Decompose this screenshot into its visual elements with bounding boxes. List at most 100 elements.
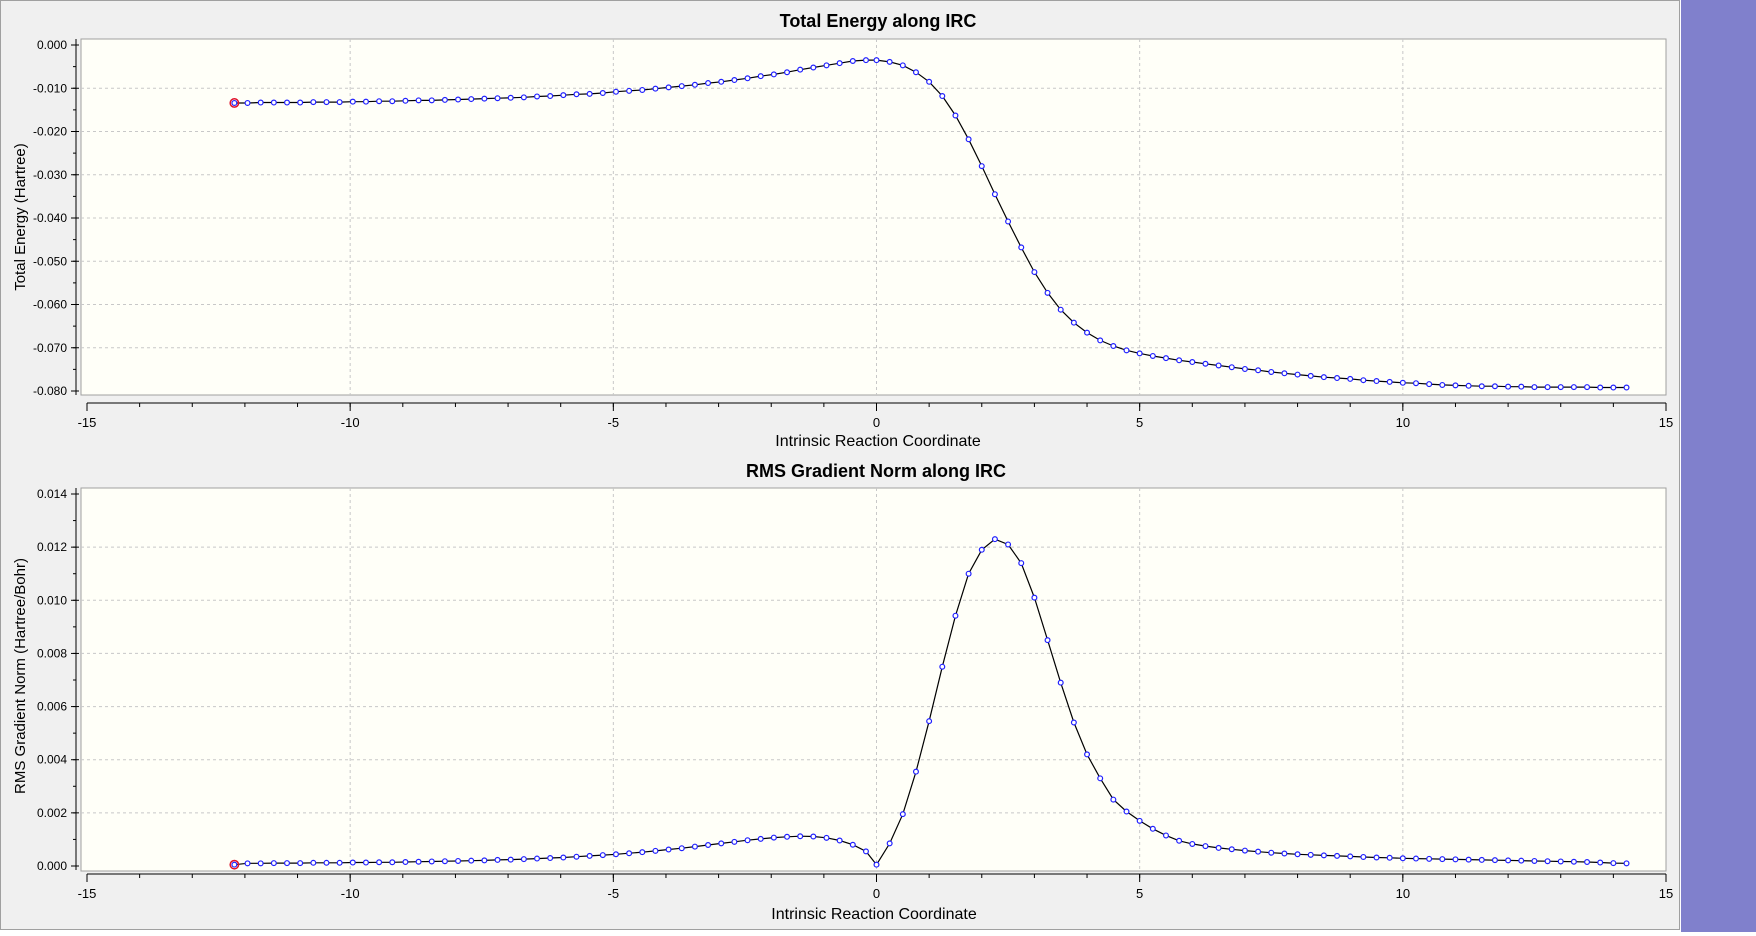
energy-data-point[interactable] [718,78,725,85]
gradient-data-point[interactable] [586,852,593,859]
energy-data-point[interactable] [784,69,791,76]
energy-data-point[interactable] [810,64,817,71]
gradient-data-point[interactable] [560,854,567,861]
gradient-data-point[interactable] [1439,856,1446,863]
energy-data-point[interactable] [1228,364,1235,371]
gradient-data-point[interactable] [1478,856,1485,863]
energy-data-point[interactable] [231,99,238,106]
energy-data-point[interactable] [652,85,659,92]
energy-data-point[interactable] [926,78,933,85]
gradient-data-point[interactable] [1202,843,1209,850]
gradient-data-point[interactable] [1084,751,1091,758]
gradient-data-point[interactable] [678,845,685,852]
gradient-data-point[interactable] [1386,854,1393,861]
gradient-data-point[interactable] [534,855,541,862]
energy-data-point[interactable] [873,57,880,64]
energy-data-point[interactable] [862,57,869,64]
energy-data-point[interactable] [573,91,580,98]
gradient-data-point[interactable] [1031,594,1038,601]
energy-data-point[interactable] [520,94,527,101]
energy-data-point[interactable] [1255,367,1262,374]
energy-data-point[interactable] [939,93,946,100]
gradient-data-point[interactable] [1426,855,1433,862]
energy-data-point[interactable] [1623,384,1630,391]
gradient-data-point[interactable] [770,834,777,841]
gradient-data-point[interactable] [1307,851,1314,858]
gradient-data-point[interactable] [810,833,817,840]
gradient-data-point[interactable] [468,857,475,864]
energy-data-point[interactable] [1491,383,1498,390]
gradient-data-point[interactable] [257,860,264,867]
gradient-data-point[interactable] [873,861,880,868]
gradient-data-point[interactable] [626,850,633,857]
energy-data-point[interactable] [1307,372,1314,379]
gradient-data-point[interactable] [455,857,462,864]
energy-data-point[interactable] [1334,375,1341,382]
gradient-data-point[interactable] [899,811,906,818]
energy-data-point[interactable] [1570,384,1577,391]
gradient-data-point[interactable] [389,859,396,866]
gradient-data-point[interactable] [1005,541,1012,548]
energy-data-point[interactable] [665,84,672,91]
energy-data-point[interactable] [1412,380,1419,387]
gradient-data-point[interactable] [1255,848,1262,855]
gradient-data-point[interactable] [691,843,698,850]
energy-data-point[interactable] [349,98,356,105]
energy-data-point[interactable] [1018,244,1025,251]
energy-data-point[interactable] [1544,384,1551,391]
energy-data-point[interactable] [731,77,738,84]
gradient-data-point[interactable] [1544,858,1551,865]
gradient-data-point[interactable] [797,833,804,840]
energy-data-point[interactable] [705,80,712,87]
gradient-data-point[interactable] [1044,637,1051,644]
energy-data-point[interactable] [612,88,619,95]
energy-data-point[interactable] [402,97,409,104]
energy-data-point[interactable] [899,62,906,69]
gradient-data-point[interactable] [1189,840,1196,847]
energy-data-point[interactable] [507,94,514,101]
gradient-data-point[interactable] [1149,825,1156,832]
gradient-data-point[interactable] [376,859,383,866]
gradient-data-point[interactable] [507,856,514,863]
gradient-data-point[interactable] [323,859,330,866]
gradient-data-point[interactable] [1268,849,1275,856]
gradient-data-point[interactable] [1610,860,1617,867]
energy-data-point[interactable] [547,93,554,100]
energy-data-point[interactable] [1162,355,1169,362]
energy-data-point[interactable] [1097,337,1104,344]
gradient-data-point[interactable] [547,855,554,862]
energy-data-point[interactable] [1426,381,1433,388]
energy-data-point[interactable] [560,92,567,99]
energy-data-point[interactable] [534,93,541,100]
energy-data-point[interactable] [1241,365,1248,372]
gradient-data-point[interactable] [402,859,409,866]
gradient-data-point[interactable] [231,861,238,868]
energy-data-point[interactable] [270,99,277,106]
gradient-data-point[interactable] [1123,808,1130,815]
gradient-data-point[interactable] [1570,858,1577,865]
energy-data-point[interactable] [991,191,998,198]
gradient-data-point[interactable] [1281,850,1288,857]
energy-data-point[interactable] [1531,384,1538,391]
energy-data-point[interactable] [1439,381,1446,388]
energy-data-point[interactable] [626,87,633,94]
energy-data-point[interactable] [849,58,856,65]
energy-data-point[interactable] [1189,359,1196,366]
gradient-data-point[interactable] [1334,852,1341,859]
energy-data-point[interactable] [1202,360,1209,367]
gradient-data-point[interactable] [1070,719,1077,726]
gradient-data-point[interactable] [912,768,919,775]
gradient-data-point[interactable] [297,860,304,867]
energy-data-point[interactable] [912,69,919,76]
energy-data-point[interactable] [1215,362,1222,369]
energy-data-point[interactable] [1373,378,1380,385]
energy-data-point[interactable] [691,81,698,88]
gradient-start-point-marker[interactable] [229,859,240,870]
energy-data-point[interactable] [1557,384,1564,391]
gradient-data-point[interactable] [1136,817,1143,824]
gradient-data-point[interactable] [1097,775,1104,782]
gradient-data-point[interactable] [836,837,843,844]
energy-data-point[interactable] [1136,350,1143,357]
energy-data-point[interactable] [1005,218,1012,225]
energy-data-point[interactable] [1070,319,1077,326]
